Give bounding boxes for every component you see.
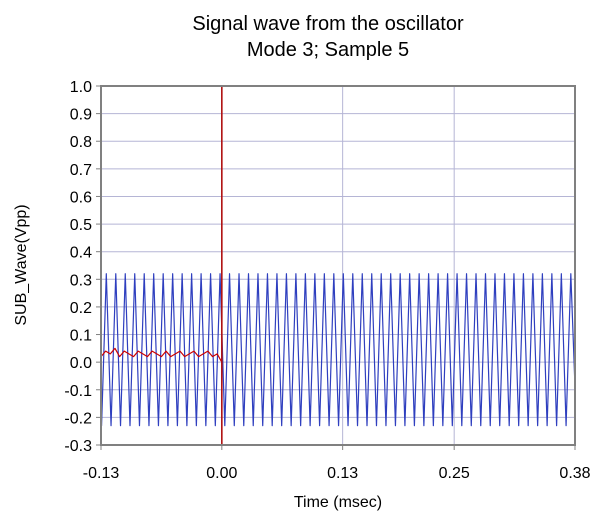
y-tick-label: -0.2 bbox=[64, 410, 92, 427]
y-tick-label: 0.7 bbox=[70, 162, 92, 179]
y-axis-label: SUB_Wave(Vpp) bbox=[13, 204, 30, 325]
x-tick-label: 0.25 bbox=[439, 465, 470, 482]
plot-frame bbox=[100, 85, 576, 446]
y-tick-label: -0.3 bbox=[64, 438, 92, 455]
y-tick-label: 0.2 bbox=[70, 300, 92, 317]
x-tick-label: 0.00 bbox=[206, 465, 237, 482]
y-tick-label: 0.8 bbox=[70, 134, 92, 151]
series-line-2 bbox=[101, 347, 223, 363]
series-line-1 bbox=[101, 273, 575, 427]
plot-series bbox=[101, 273, 575, 427]
y-tick-label: 0.0 bbox=[70, 355, 92, 372]
x-axis: -0.13 0.00 0.13 0.25 0.38 bbox=[83, 445, 591, 482]
y-tick-label: 0.1 bbox=[70, 328, 92, 345]
y-tick-label: 0.9 bbox=[70, 107, 92, 124]
y-tick-label: 0.4 bbox=[70, 245, 92, 262]
y-tick-label: -0.1 bbox=[64, 383, 92, 400]
y-tick-label: 1.0 bbox=[70, 79, 92, 96]
x-tick-label: 0.13 bbox=[327, 465, 358, 482]
chart-title: Signal wave from the oscillator bbox=[192, 13, 464, 35]
y-axis: 1.0 0.9 0.8 0.7 0.6 0.5 0.4 0.3 0.2 0.1 0.0 -0.1 -0.… bbox=[64, 79, 101, 455]
y-tick-label: 0.3 bbox=[70, 272, 92, 289]
y-tick-label: 0.5 bbox=[70, 217, 92, 234]
x-axis-label: Time (msec) bbox=[294, 494, 382, 511]
x-tick-label: -0.13 bbox=[83, 465, 120, 482]
y-tick-label: 0.6 bbox=[70, 189, 92, 206]
x-tick-label: 0.38 bbox=[559, 465, 590, 482]
chart-subtitle: Mode 3; Sample 5 bbox=[247, 39, 409, 61]
